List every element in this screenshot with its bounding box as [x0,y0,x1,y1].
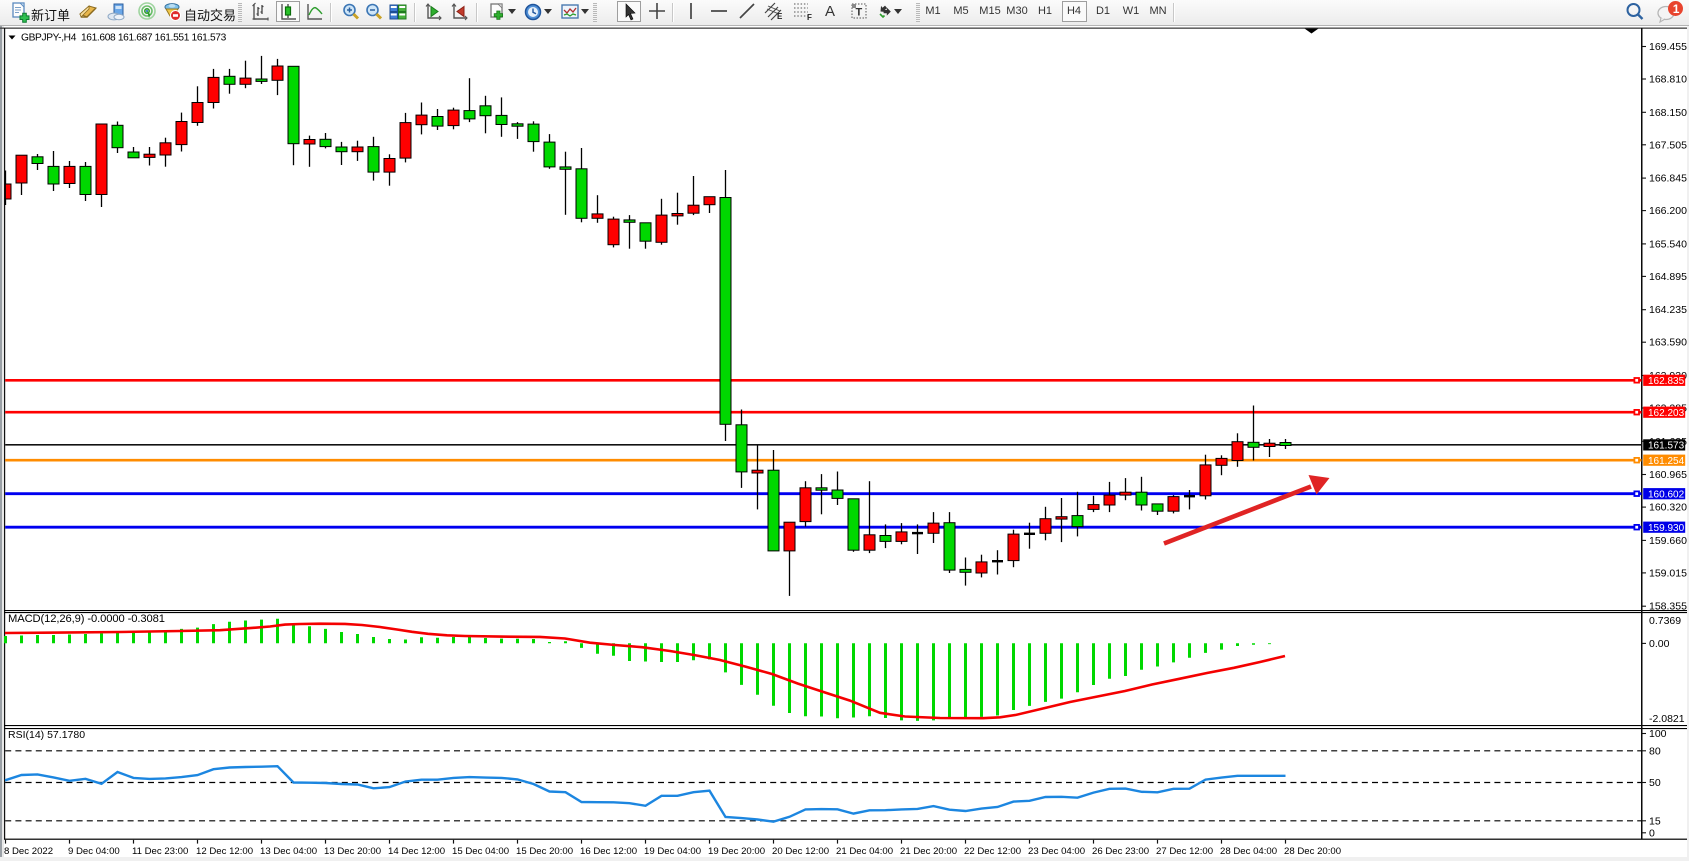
svg-text:14 Dec 12:00: 14 Dec 12:00 [388,846,445,857]
svg-text:159.660: 159.660 [1649,535,1687,547]
svg-text:21 Dec 04:00: 21 Dec 04:00 [836,846,893,857]
svg-text:19 Dec 20:00: 19 Dec 20:00 [708,846,765,857]
svg-text:159.930: 159.930 [1648,523,1685,534]
svg-text:15: 15 [1649,815,1661,827]
svg-text:28 Dec 20:00: 28 Dec 20:00 [1284,846,1341,857]
svg-text:8 Dec 2022: 8 Dec 2022 [4,846,53,857]
svg-text:26 Dec 23:00: 26 Dec 23:00 [1092,846,1149,857]
svg-text:9 Dec 04:00: 9 Dec 04:00 [68,846,120,857]
svg-text:23 Dec 04:00: 23 Dec 04:00 [1028,846,1085,857]
svg-text:50: 50 [1649,777,1661,789]
svg-text:165.540: 165.540 [1649,238,1687,250]
svg-text:168.810: 168.810 [1649,74,1687,86]
svg-text:166.200: 166.200 [1649,205,1687,217]
svg-text:0.7369: 0.7369 [1649,615,1681,627]
svg-text:167.505: 167.505 [1649,139,1687,151]
svg-text:F: F [807,13,812,21]
svg-text:28 Dec 04:00: 28 Dec 04:00 [1220,846,1277,857]
svg-text:160.602: 160.602 [1648,489,1685,500]
svg-text:163.590: 163.590 [1649,337,1687,349]
svg-text:27 Dec 12:00: 27 Dec 12:00 [1156,846,1213,857]
svg-text:12 Dec 12:00: 12 Dec 12:00 [196,846,253,857]
svg-text:MACD(12,26,9) -0.0000 -0.3081: MACD(12,26,9) -0.0000 -0.3081 [8,613,165,625]
svg-text:162.835: 162.835 [1648,376,1685,387]
svg-text:E: E [777,12,783,21]
svg-text:164.235: 164.235 [1649,304,1687,316]
svg-text:0: 0 [1649,827,1655,839]
svg-text:160.320: 160.320 [1649,502,1687,514]
svg-text:GBPJPY-,H4 161.608 161.687 16: GBPJPY-,H4 161.608 161.687 161.551 161.5… [21,33,227,44]
svg-text:168.150: 168.150 [1649,107,1687,119]
svg-text:160.965: 160.965 [1649,469,1687,481]
svg-text:161.573: 161.573 [1648,441,1685,452]
svg-text:13 Dec 20:00: 13 Dec 20:00 [324,846,381,857]
svg-text:158.355: 158.355 [1649,601,1687,613]
svg-text:0.00: 0.00 [1649,638,1670,650]
svg-text:162.203: 162.203 [1648,408,1685,419]
svg-text:16 Dec 12:00: 16 Dec 12:00 [580,846,637,857]
svg-text:166.845: 166.845 [1649,173,1687,185]
svg-text:20 Dec 12:00: 20 Dec 12:00 [772,846,829,857]
svg-text:1: 1 [1673,2,1680,16]
svg-text:19 Dec 04:00: 19 Dec 04:00 [644,846,701,857]
svg-text:80: 80 [1649,745,1661,757]
svg-text:15 Dec 04:00: 15 Dec 04:00 [452,846,509,857]
svg-text:164.895: 164.895 [1649,271,1687,283]
svg-text:13 Dec 04:00: 13 Dec 04:00 [260,846,317,857]
svg-text:161.254: 161.254 [1648,456,1685,467]
svg-text:159.015: 159.015 [1649,567,1687,579]
svg-text:-2.0821: -2.0821 [1649,713,1685,725]
svg-text:A: A [825,3,835,20]
svg-text:RSI(14) 57.1780: RSI(14) 57.1780 [8,729,85,741]
svg-text:11 Dec 23:00: 11 Dec 23:00 [132,846,188,857]
svg-text:22 Dec 12:00: 22 Dec 12:00 [964,846,1021,857]
svg-text:100: 100 [1649,728,1667,740]
svg-text:T: T [856,7,863,19]
svg-text:15 Dec 20:00: 15 Dec 20:00 [516,846,573,857]
svg-text:21 Dec 20:00: 21 Dec 20:00 [900,846,957,857]
svg-text:169.455: 169.455 [1649,41,1687,53]
